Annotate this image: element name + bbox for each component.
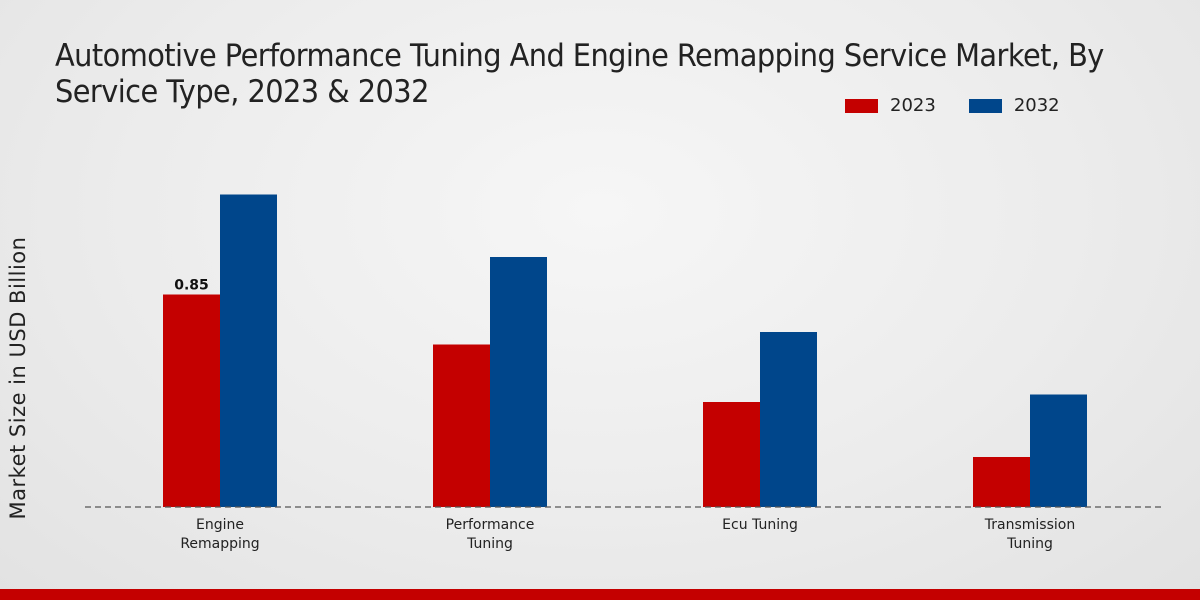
x-tick-label-0-1: Remapping (180, 536, 259, 552)
bar-2032-0 (220, 194, 277, 507)
data-label-0-0: 0.85 (174, 278, 209, 294)
legend-swatch-2023 (845, 98, 878, 113)
x-tick-label-3-1: Tuning (1006, 536, 1053, 552)
legend: 2023 2032 (845, 95, 1093, 116)
bar-2032-1 (490, 257, 547, 507)
chart-title: Automotive Performance Tuning And Engine… (55, 38, 1104, 110)
bottom-accent-bar (0, 589, 1200, 600)
legend-item-2032: 2032 (968, 95, 1060, 116)
bar-2032-3 (1030, 394, 1087, 507)
legend-item-2023: 2023 (845, 95, 936, 116)
legend-label-2032: 2032 (1013, 95, 1060, 116)
x-tick-label-1-1: Tuning (466, 536, 513, 552)
bar-2032-2 (760, 332, 817, 507)
x-tick-label-1-0: Performance (446, 517, 535, 533)
x-tick-label-2-0: Ecu Tuning (722, 517, 798, 533)
bar-2023-1 (433, 344, 490, 507)
legend-label-2023: 2023 (890, 95, 936, 116)
bar-2023-3 (973, 457, 1030, 507)
bar-2023-2 (703, 402, 760, 507)
x-tick-label-3-0: Transmission (984, 517, 1075, 533)
x-tick-label-0-0: Engine (196, 517, 244, 533)
legend-swatch-2032 (968, 98, 1002, 113)
bar-2023-0 (163, 294, 220, 507)
